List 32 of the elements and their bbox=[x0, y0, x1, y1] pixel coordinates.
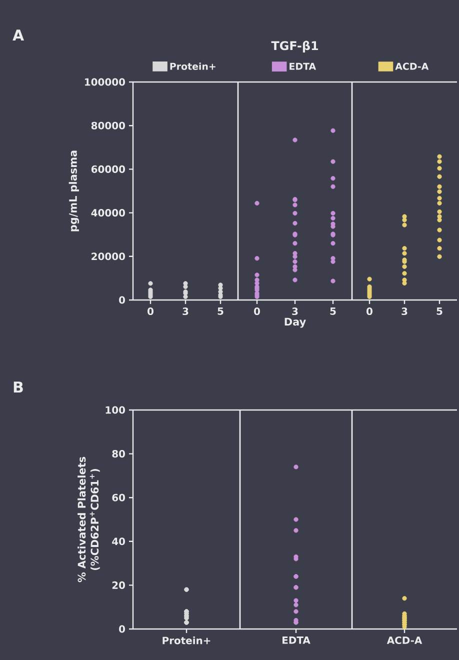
x-axis-title: Day bbox=[284, 318, 306, 328]
y-tick-label: 40 bbox=[112, 538, 126, 546]
x-tick-label: 5 bbox=[330, 308, 336, 315]
text: B bbox=[14, 382, 23, 392]
y-tick-label: 0 bbox=[119, 625, 125, 633]
y-tick-label: 40000 bbox=[91, 209, 126, 217]
y-axis-title: pg/mL plasma bbox=[68, 150, 80, 232]
x-tick-label: 3 bbox=[402, 308, 408, 316]
legend-label: ACD-A bbox=[395, 62, 429, 70]
y-tick-label: 20000 bbox=[92, 252, 126, 260]
x-tick-label: 0 bbox=[148, 308, 154, 316]
y-tick-label: 80 bbox=[112, 450, 126, 458]
x-tick-label: 5 bbox=[436, 308, 442, 315]
legend-label: EDTA bbox=[290, 62, 316, 70]
y-tick-label: 60000 bbox=[91, 165, 126, 173]
x-tick-label: ACD-A bbox=[386, 636, 422, 644]
x-tick-label: EDTA bbox=[282, 636, 310, 644]
x-tick-label: 5 bbox=[218, 308, 224, 315]
x-tick-label: 3 bbox=[292, 308, 298, 316]
chart-title: TGF-β1 bbox=[271, 40, 318, 52]
y-tick-label: 100 bbox=[106, 406, 126, 414]
text: A bbox=[12, 30, 24, 40]
y-tick-label: 80000 bbox=[91, 122, 126, 130]
x-tick-label: 3 bbox=[182, 308, 188, 316]
y-tick-label: 20 bbox=[112, 581, 126, 589]
x-tick-label: 0 bbox=[254, 308, 260, 316]
legend-label: Protein+ bbox=[170, 62, 216, 70]
x-tick-label: 0 bbox=[366, 308, 372, 316]
x-tick-label: Protein+ bbox=[162, 636, 210, 644]
y-tick-label: 60 bbox=[112, 494, 126, 502]
y-tick-label: 0 bbox=[119, 296, 125, 304]
y-tick-label: 100000 bbox=[85, 78, 126, 86]
